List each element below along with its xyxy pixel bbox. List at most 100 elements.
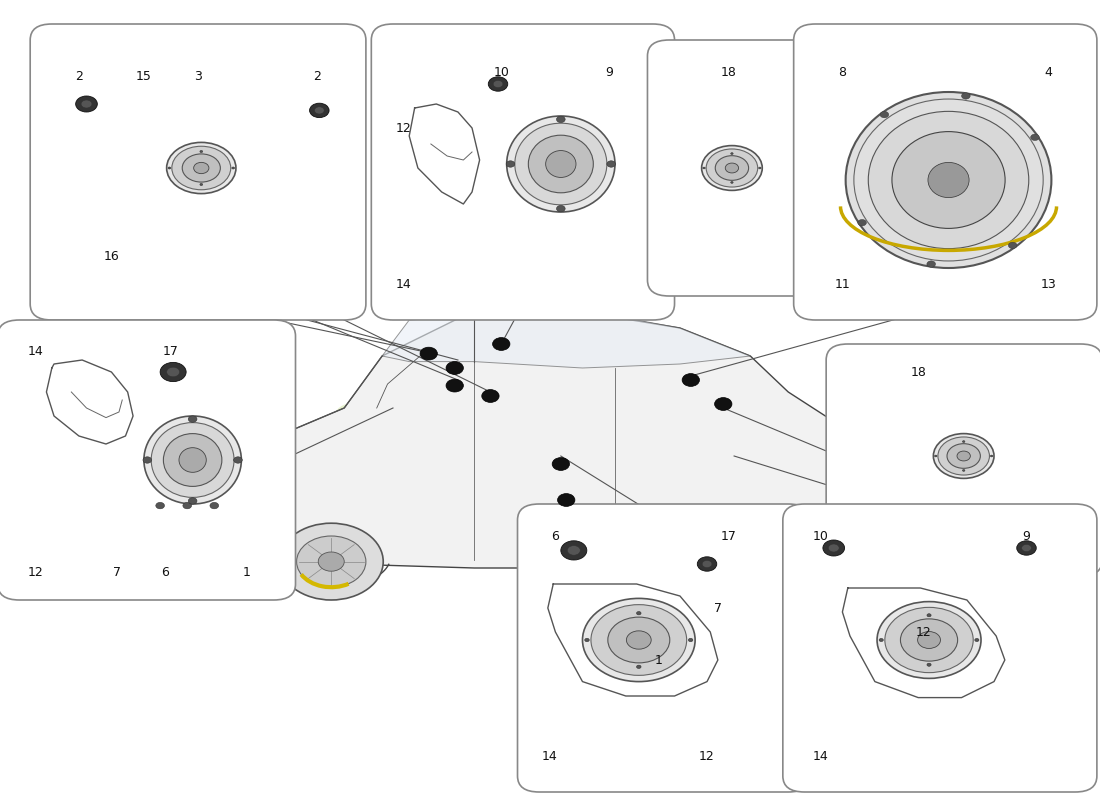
FancyBboxPatch shape [648,40,821,296]
Text: 1: 1 [243,566,251,578]
Circle shape [759,167,761,169]
Circle shape [493,80,503,88]
Text: 10: 10 [813,530,828,542]
Circle shape [156,502,165,509]
Circle shape [183,154,220,182]
Circle shape [1009,242,1018,249]
Circle shape [200,183,202,186]
Circle shape [730,182,733,183]
Circle shape [725,163,738,173]
Circle shape [188,416,197,422]
Circle shape [672,534,748,590]
Circle shape [947,444,980,468]
Circle shape [917,631,940,649]
Ellipse shape [546,150,576,178]
Circle shape [76,96,97,112]
FancyBboxPatch shape [517,504,810,792]
Circle shape [938,437,990,475]
Circle shape [315,106,324,114]
Circle shape [962,470,965,471]
Circle shape [626,631,651,649]
Circle shape [706,149,758,187]
Text: 15: 15 [136,70,152,82]
Ellipse shape [179,448,207,472]
Circle shape [309,103,329,118]
Circle shape [172,146,231,190]
Circle shape [927,261,935,267]
Circle shape [168,167,170,169]
Text: 17: 17 [720,530,737,542]
Text: 2: 2 [314,70,321,82]
Ellipse shape [144,416,241,504]
Circle shape [232,167,234,169]
Circle shape [682,374,700,386]
FancyBboxPatch shape [217,470,266,498]
Text: 12: 12 [396,122,411,134]
Circle shape [166,142,235,194]
Circle shape [927,614,931,617]
FancyBboxPatch shape [372,24,674,320]
Ellipse shape [868,111,1028,249]
Circle shape [297,536,366,587]
Circle shape [961,93,970,99]
Circle shape [934,434,994,478]
Circle shape [901,619,958,661]
Text: 18: 18 [911,366,926,378]
Circle shape [482,390,499,402]
Circle shape [200,150,202,153]
Ellipse shape [528,135,593,193]
Circle shape [689,638,693,642]
Ellipse shape [164,434,222,486]
Text: 13: 13 [1041,278,1056,290]
Ellipse shape [892,131,1005,229]
Text: 8: 8 [838,66,846,78]
Circle shape [703,167,705,169]
Text: 9: 9 [606,66,614,78]
Text: 14: 14 [28,346,44,358]
Ellipse shape [507,116,615,212]
Circle shape [318,552,344,571]
Circle shape [233,457,242,463]
Circle shape [730,153,733,154]
Circle shape [702,146,762,190]
Circle shape [279,523,383,600]
Ellipse shape [846,92,1052,268]
Circle shape [446,362,463,374]
Circle shape [697,557,717,571]
Circle shape [558,494,575,506]
Circle shape [1031,134,1040,141]
FancyBboxPatch shape [826,344,1100,576]
Text: 10: 10 [493,66,509,78]
Ellipse shape [515,123,607,205]
Circle shape [446,379,463,392]
Circle shape [194,162,209,174]
Ellipse shape [928,162,969,198]
Circle shape [927,663,931,666]
Text: 16: 16 [103,250,119,262]
Circle shape [696,551,725,572]
Text: 14: 14 [396,278,411,290]
Text: 2: 2 [75,70,82,82]
Text: 12: 12 [700,750,715,762]
Circle shape [957,451,970,461]
Circle shape [715,156,749,180]
Text: 17: 17 [163,346,179,358]
Text: 14: 14 [542,750,558,762]
Circle shape [1022,544,1032,552]
Circle shape [990,455,993,457]
Text: 12: 12 [915,626,932,638]
Ellipse shape [151,422,234,498]
Circle shape [557,116,565,122]
Circle shape [561,541,586,560]
Text: 7: 7 [113,566,121,578]
Circle shape [654,520,767,603]
Text: a passion for parts since 1986: a passion for parts since 1986 [393,482,707,502]
Circle shape [506,161,515,167]
Text: eurocarnews: eurocarnews [329,390,771,450]
Text: 14: 14 [813,750,828,762]
Circle shape [183,502,191,509]
Text: 4: 4 [1044,66,1052,78]
Text: 11: 11 [835,278,850,290]
Text: 12: 12 [28,566,44,578]
Circle shape [583,598,695,682]
